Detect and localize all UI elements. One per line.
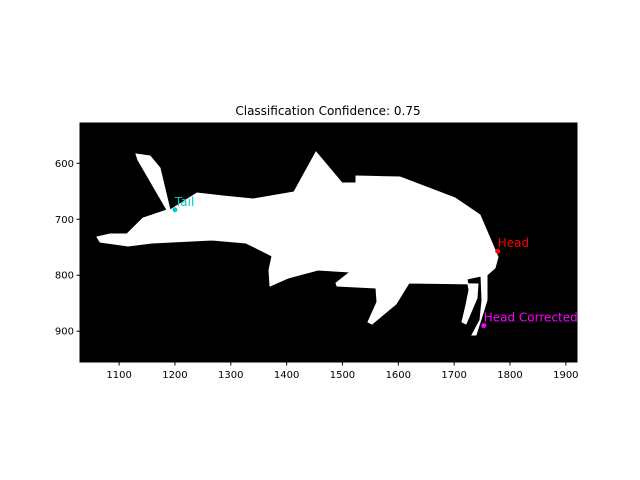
- y-tick-label: 600: [55, 159, 74, 170]
- x-axis: 1100 1200 1300 1400 1500 1600 1700 1800 1900: [106, 362, 579, 381]
- x-tick-label: 1800: [497, 370, 522, 381]
- x-tick-label: 1400: [274, 370, 299, 381]
- chart-title: Classification Confidence: 0.75: [235, 104, 420, 118]
- marker-layer: [172, 207, 501, 329]
- plot-area: [80, 123, 577, 362]
- x-tick-label: 1700: [441, 370, 466, 381]
- y-tick-label: 900: [55, 327, 74, 338]
- annotation-layer: Tail Head Head Corrected: [174, 195, 578, 325]
- y-tick-label: 800: [55, 271, 74, 282]
- point-marker: [481, 323, 487, 329]
- fish-silhouette: [96, 151, 499, 336]
- point-label: Head: [498, 236, 529, 250]
- x-tick-label: 1100: [106, 370, 131, 381]
- point-marker: [495, 248, 501, 254]
- x-tick-label: 1500: [330, 370, 355, 381]
- y-axis: 600 700 800 900: [55, 159, 80, 338]
- axes-frame: [79, 122, 578, 363]
- x-tick-label: 1200: [162, 370, 187, 381]
- point-marker: [172, 207, 178, 213]
- x-tick-label: 1900: [553, 370, 578, 381]
- x-tick-label: 1600: [386, 370, 411, 381]
- point-label: Head Corrected: [484, 311, 578, 325]
- y-tick-label: 700: [55, 215, 74, 226]
- x-tick-label: 1300: [218, 370, 243, 381]
- point-label: Tail: [174, 195, 194, 209]
